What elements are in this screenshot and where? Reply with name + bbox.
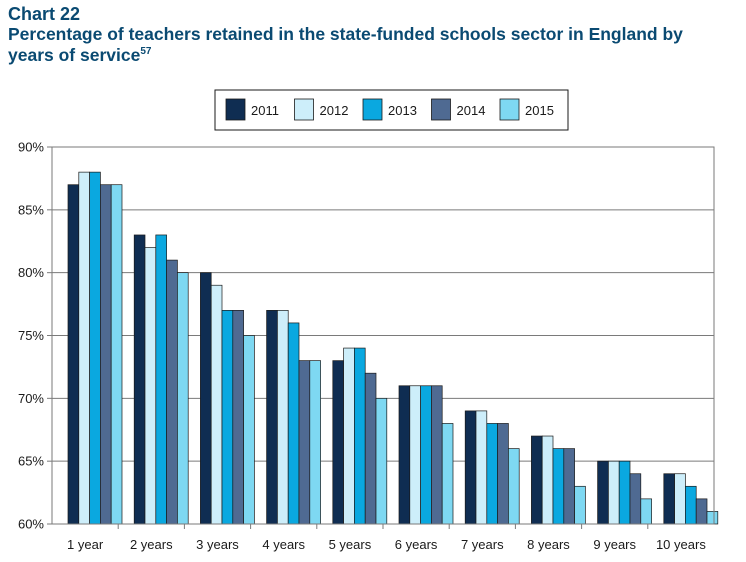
legend-swatch xyxy=(294,98,314,121)
y-tick-label: 80% xyxy=(18,265,44,280)
x-tick-label: 5 years xyxy=(329,537,372,552)
y-tick-label: 60% xyxy=(18,517,44,532)
bar xyxy=(144,247,157,525)
y-tick-label: 70% xyxy=(18,391,44,406)
bar xyxy=(298,360,311,525)
bar xyxy=(100,184,112,525)
legend-swatch xyxy=(499,98,520,121)
axes: 60% 65% 70% 75% 80% 85% 90% 1 year 2 years 3 year… xyxy=(18,140,715,552)
bar xyxy=(364,372,377,525)
bar xyxy=(618,460,631,525)
bar xyxy=(332,360,344,525)
bar xyxy=(674,473,686,525)
bar xyxy=(375,397,388,525)
bar xyxy=(266,310,278,525)
y-tick-label: 75% xyxy=(18,328,44,343)
x-tick-label: 3 years xyxy=(196,537,239,552)
bar xyxy=(706,511,719,525)
bar xyxy=(695,498,708,525)
bar xyxy=(552,448,565,525)
bars xyxy=(67,171,719,525)
bar xyxy=(343,347,355,525)
bar xyxy=(221,310,234,525)
bar xyxy=(67,184,80,525)
bar xyxy=(166,259,178,525)
legend-label: 2011 xyxy=(251,103,279,118)
bar xyxy=(354,347,366,525)
x-tick-label: 2 years xyxy=(130,537,173,552)
bar xyxy=(277,310,289,525)
bar xyxy=(608,460,620,525)
x-tick-label: 7 years xyxy=(461,537,504,552)
bar xyxy=(287,322,300,525)
y-tick-label: 90% xyxy=(18,140,44,155)
bar xyxy=(685,485,697,525)
y-tick-label: 85% xyxy=(18,202,44,217)
bar xyxy=(409,385,421,525)
legend-swatch xyxy=(225,98,246,121)
bar xyxy=(232,310,244,525)
chart-title: Percentage of teachers retained in the s… xyxy=(8,24,728,66)
bar xyxy=(177,272,189,525)
bar xyxy=(475,410,488,525)
x-tick-label: 1 year xyxy=(67,537,104,552)
x-tick-label: 6 years xyxy=(395,537,438,552)
chart-title-text: Percentage of teachers retained in the s… xyxy=(8,24,683,65)
bar xyxy=(597,460,609,525)
bar xyxy=(155,234,167,525)
bar xyxy=(78,171,90,525)
bar xyxy=(629,473,642,525)
legend-label: 2014 xyxy=(457,103,486,118)
bar xyxy=(200,272,212,525)
bar xyxy=(563,448,575,525)
bar xyxy=(210,284,223,525)
bar xyxy=(309,360,321,525)
bar xyxy=(640,498,652,525)
bar xyxy=(464,410,477,525)
legend-label: 2015 xyxy=(525,103,554,118)
x-tick-label: 8 years xyxy=(527,537,570,552)
legend: 2011 2012 2013 2014 2015 xyxy=(214,89,569,131)
x-tick-label: 4 years xyxy=(262,537,305,552)
legend-swatch xyxy=(431,98,451,121)
x-tick-label: 9 years xyxy=(593,537,636,552)
bar xyxy=(243,335,255,525)
bar xyxy=(508,448,520,525)
bar xyxy=(420,385,432,525)
bar xyxy=(486,423,498,525)
y-tick-label: 65% xyxy=(18,454,44,469)
bar xyxy=(110,184,123,525)
bar xyxy=(574,485,586,525)
bar xyxy=(531,435,543,525)
bar xyxy=(497,423,509,525)
legend-label: 2012 xyxy=(320,103,349,118)
bar xyxy=(541,435,554,525)
bar xyxy=(431,385,443,525)
bar xyxy=(398,385,411,525)
title-footnote-marker: 57 xyxy=(140,46,152,58)
legend-label: 2013 xyxy=(388,103,417,118)
chart-label: Chart 22 xyxy=(8,4,81,24)
bar xyxy=(663,473,675,525)
legend-swatch xyxy=(362,98,383,121)
x-tick-label: 10 years xyxy=(656,537,706,552)
bar xyxy=(441,423,454,525)
bar xyxy=(89,171,101,525)
bar xyxy=(133,234,146,525)
